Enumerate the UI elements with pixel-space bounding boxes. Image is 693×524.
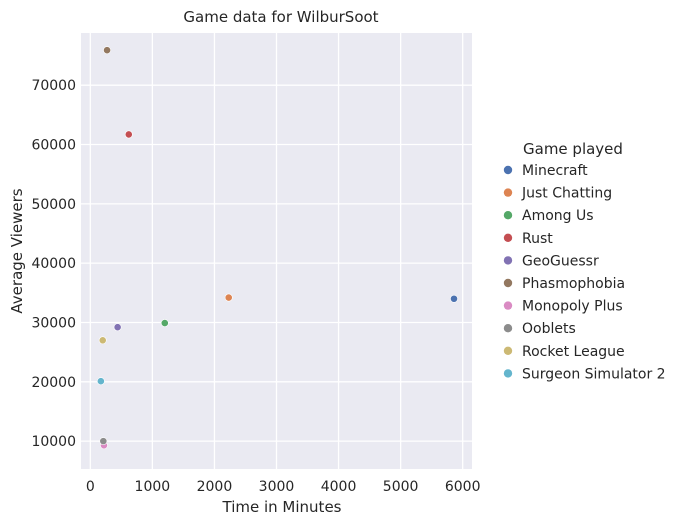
y-tick-label: 30000	[31, 315, 76, 331]
legend-marker	[503, 188, 513, 197]
x-axis-label: Time in Minutes	[222, 498, 342, 516]
legend-title: Game played	[523, 140, 623, 158]
legend-marker	[503, 278, 513, 288]
data-point	[224, 293, 233, 302]
data-point	[103, 46, 111, 55]
legend-item-label: Ooblets	[522, 321, 576, 337]
data-point	[450, 294, 458, 303]
y-tick-label: 60000	[31, 138, 76, 154]
y-tick-label: 40000	[31, 256, 76, 272]
y-tick-label: 70000	[31, 78, 76, 94]
legend-marker	[503, 165, 513, 175]
x-tick-label: 2000	[197, 479, 233, 495]
legend-item-label: Minecraft	[522, 163, 588, 179]
legend-item-label: Surgeon Simulator 2	[522, 366, 666, 382]
chart-title: Game data for WilburSoot	[183, 8, 378, 26]
data-point	[99, 437, 108, 446]
legend-marker	[503, 369, 513, 378]
x-axis-ticks: 0 1000 2000 3000 4000 5000 6000	[86, 479, 481, 495]
legend-item-label: Just Chatting	[521, 186, 612, 202]
y-tick-label: 50000	[31, 197, 76, 213]
legend-marker	[503, 211, 513, 220]
legend-marker	[503, 256, 513, 265]
x-tick-label: 4000	[321, 479, 357, 495]
data-point	[113, 323, 122, 332]
legend: Minecraft Just Chatting Among Us Rust GeoGue…	[503, 163, 666, 382]
grid-lines	[81, 33, 472, 469]
data-point	[160, 319, 169, 327]
legend-marker	[503, 233, 513, 242]
data-point	[124, 130, 133, 139]
legend-item-label: Among Us	[522, 208, 594, 224]
data-points	[96, 46, 458, 450]
legend-item-label: Monopoly Plus	[522, 299, 623, 315]
y-tick-label: 20000	[31, 375, 76, 391]
y-tick-label: 10000	[31, 434, 76, 450]
data-point	[98, 336, 107, 345]
x-tick-label: 3000	[259, 479, 295, 495]
x-tick-label: 0	[86, 479, 95, 495]
x-tick-label: 6000	[445, 479, 481, 495]
legend-marker	[503, 324, 513, 333]
y-axis-ticks: 10000 20000 30000 40000 50000 60000 70000	[31, 78, 76, 450]
data-point	[96, 377, 105, 386]
legend-item-label: Rocket League	[522, 344, 625, 360]
legend-item-label: Rust	[522, 231, 553, 247]
x-tick-label: 1000	[135, 479, 171, 495]
legend-item-label: GeoGuessr	[522, 253, 599, 269]
legend-marker	[503, 301, 513, 310]
legend-marker	[503, 346, 513, 355]
legend-item-label: Phasmophobia	[522, 276, 625, 292]
x-tick-label: 5000	[383, 479, 419, 495]
y-axis-label: Average Viewers	[8, 188, 26, 313]
